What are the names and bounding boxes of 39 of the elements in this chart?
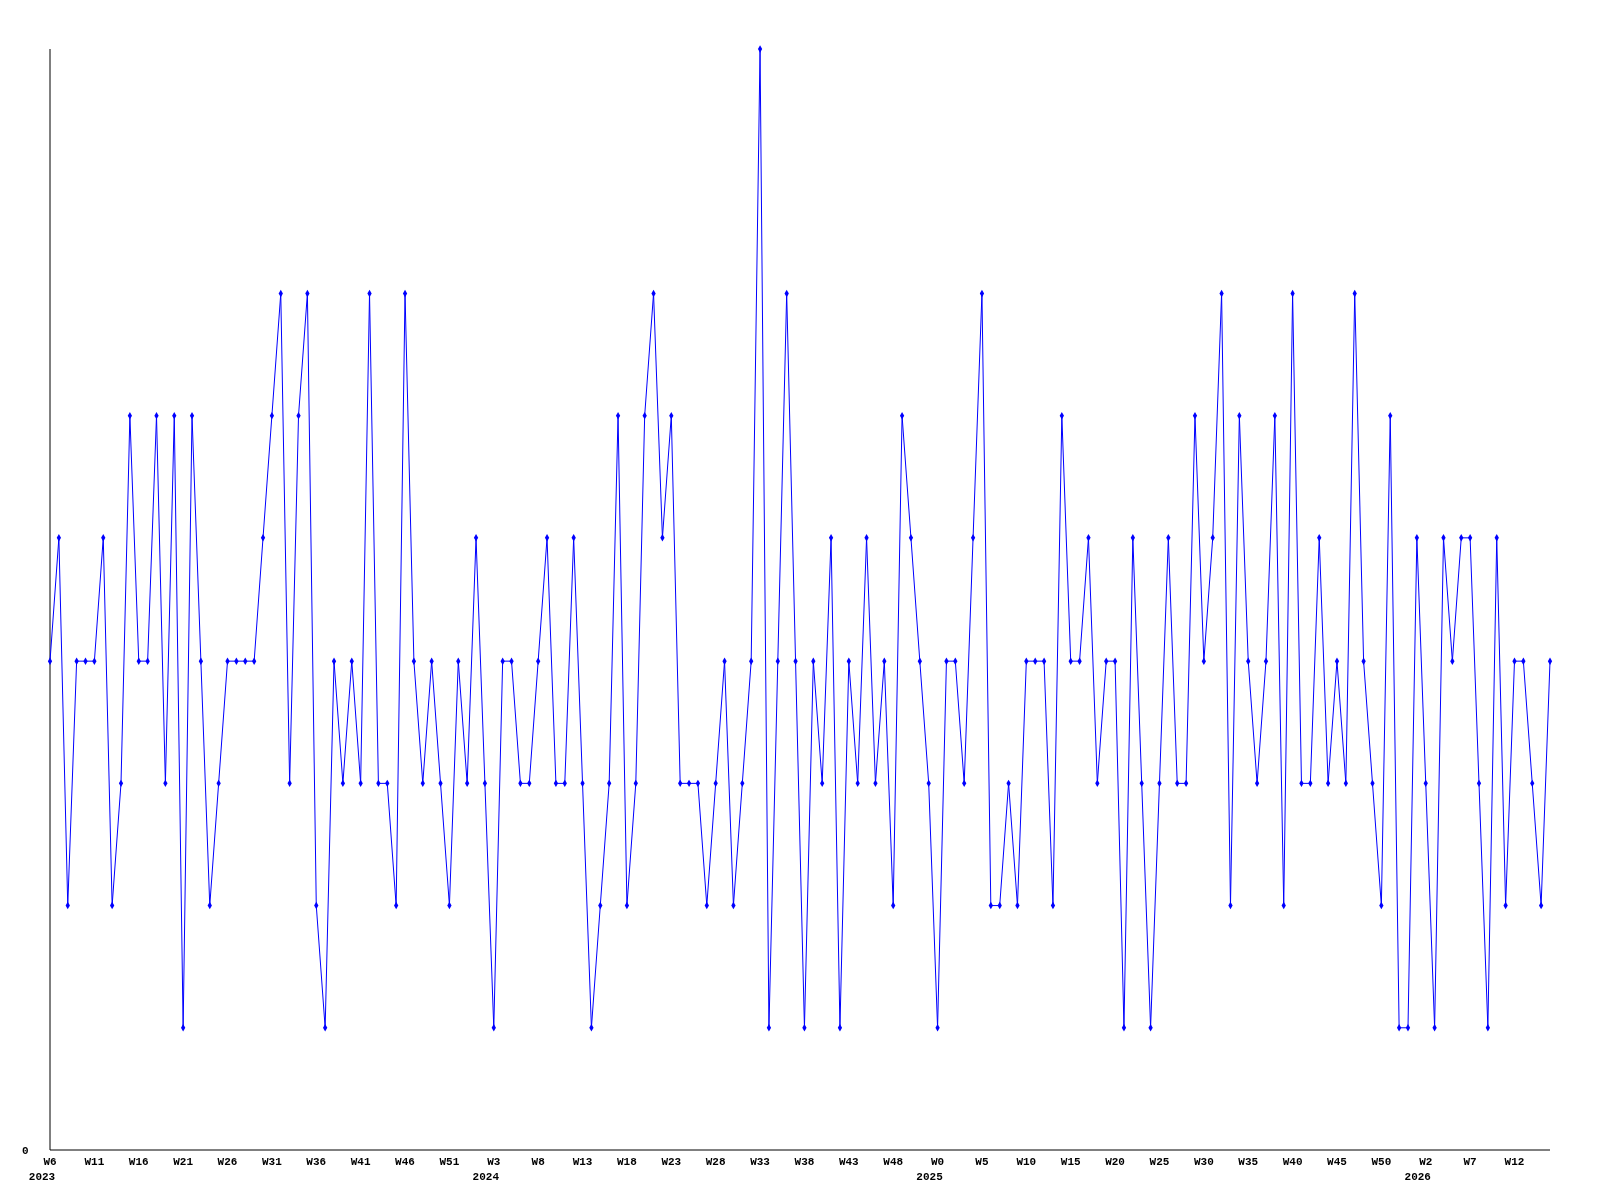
x-tick-label: W2 xyxy=(1419,1156,1433,1168)
x-tick-label: W18 xyxy=(617,1156,638,1168)
x-tick-label: W28 xyxy=(705,1156,726,1168)
x-tick-label: W45 xyxy=(1327,1156,1348,1168)
x-tick-label: W6 xyxy=(43,1156,57,1168)
x-tick-label: W51 xyxy=(439,1156,460,1168)
x-tick-label: W7 xyxy=(1463,1156,1477,1168)
x-tick-label: W31 xyxy=(261,1156,283,1168)
x-tick-label: W50 xyxy=(1371,1156,1392,1168)
x-tick-label: W11 xyxy=(84,1156,105,1168)
x-tick-label: W16 xyxy=(128,1156,149,1168)
x-tick-label: W26 xyxy=(217,1156,238,1168)
x-tick-label: W0 xyxy=(930,1156,945,1168)
x-tick-label: W13 xyxy=(572,1156,593,1168)
text: 2025 xyxy=(916,1171,944,1183)
x-tick-label: W30 xyxy=(1193,1156,1214,1168)
x-tick-label: W12 xyxy=(1504,1156,1525,1168)
x-tick-label: W48 xyxy=(883,1156,904,1168)
x-tick-label: W35 xyxy=(1238,1156,1259,1168)
text: 0 xyxy=(22,1145,29,1157)
x-tick-label: W38 xyxy=(794,1156,815,1168)
x-tick-label: W41 xyxy=(350,1156,371,1168)
x-tick-label: W5 xyxy=(975,1156,989,1168)
x-tick-label: W3 xyxy=(487,1156,501,1168)
x-tick-label: W46 xyxy=(395,1156,415,1168)
text: 2026 xyxy=(1404,1171,1431,1183)
x-tick-label: W40 xyxy=(1282,1156,1303,1168)
x-tick-label: W25 xyxy=(1149,1156,1170,1168)
text: 2023 xyxy=(28,1171,56,1183)
x-tick-label: W8 xyxy=(531,1156,546,1168)
x-tick-label: W36 xyxy=(306,1156,327,1168)
x-tick-label: W33 xyxy=(750,1156,771,1168)
x-tick-label: W10 xyxy=(1016,1156,1037,1168)
x-tick-label: W43 xyxy=(838,1156,860,1168)
x-tick-label: W20 xyxy=(1105,1156,1125,1168)
x-tick-label: W15 xyxy=(1060,1156,1082,1168)
x-tick-label: W23 xyxy=(661,1156,682,1168)
text: 2024 xyxy=(472,1171,500,1183)
x-tick-label: W21 xyxy=(173,1156,194,1168)
